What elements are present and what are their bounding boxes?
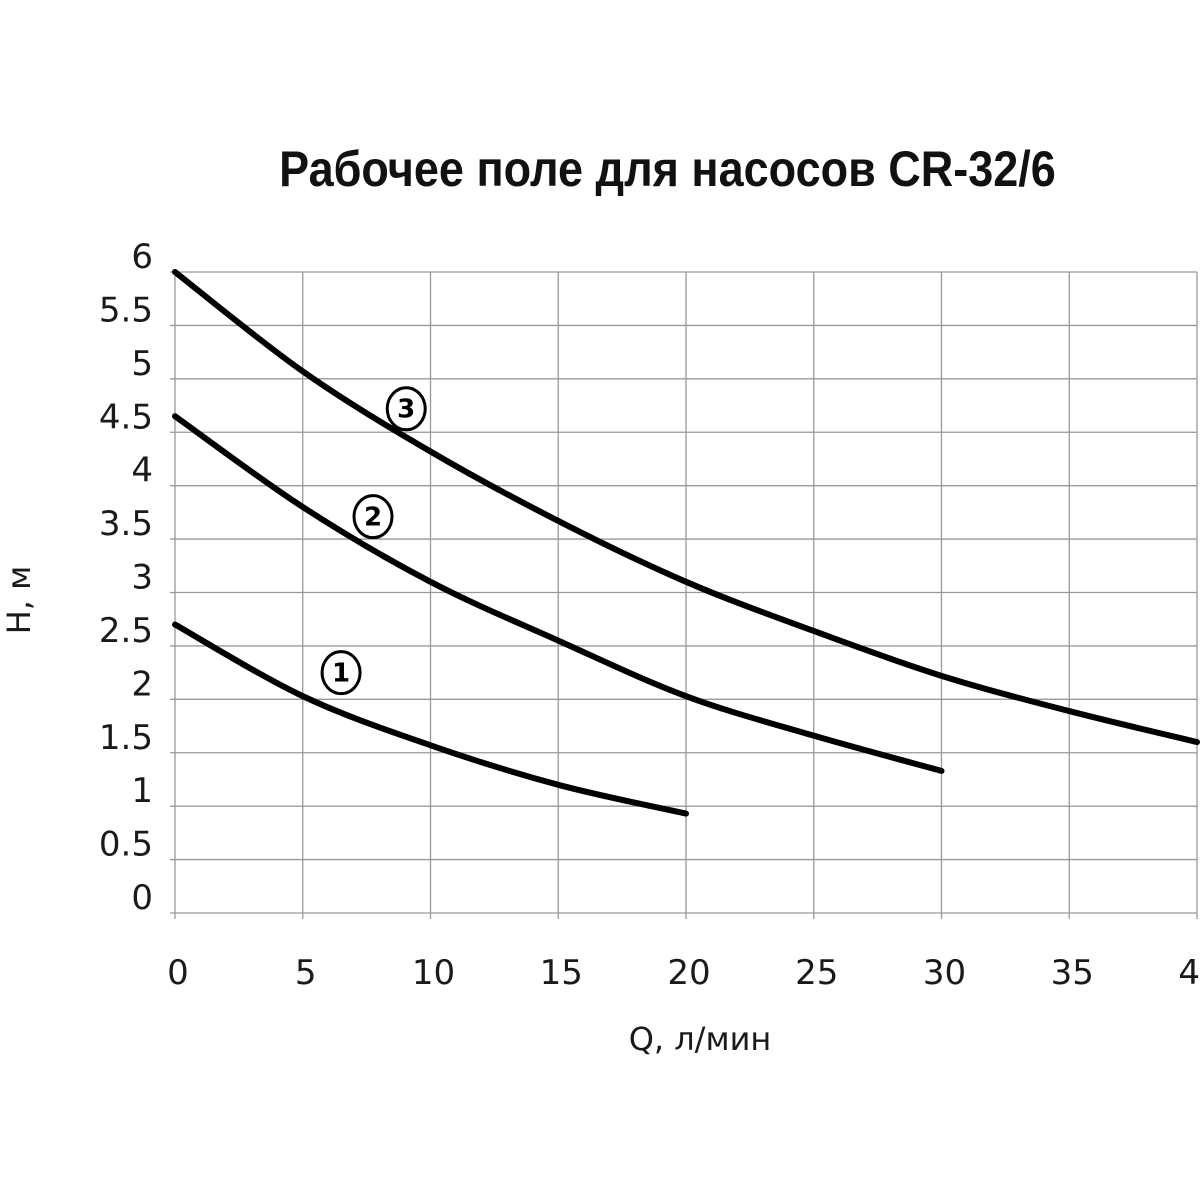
x-tick-label: 35 — [1051, 953, 1094, 993]
series-labels: 1 2 3 — [320, 386, 427, 696]
y-tick-label: 0 — [131, 878, 153, 918]
y-tick-label: 3.5 — [99, 504, 153, 544]
x-tick-label: 15 — [540, 953, 583, 993]
x-tick-label: 20 — [667, 953, 710, 993]
chart-title: Рабочее поле для насосов CR-32/6 — [279, 141, 1056, 197]
y-tick-label: 1.5 — [99, 718, 153, 758]
series-label-circle — [320, 650, 362, 696]
x-tick-label: 0 — [167, 953, 189, 993]
series-label: 3 — [397, 395, 415, 425]
y-tick-label: 0.5 — [99, 825, 153, 865]
x-tick-label: 10 — [412, 953, 455, 993]
y-tick-label: 2.5 — [99, 611, 153, 651]
y-tick-label: 3 — [131, 558, 153, 598]
series-label-circle — [352, 494, 394, 540]
y-tick-label: 4.5 — [99, 397, 153, 437]
y-ticks: 0 0.5 1 1.5 2 2.5 3 3.5 4 4.5 5 5.5 6 — [99, 237, 153, 918]
y-tick-label: 2 — [131, 664, 153, 704]
x-tick-label: 5 — [295, 953, 317, 993]
x-tick-label: 25 — [795, 953, 838, 993]
y-tick-label: 4 — [131, 451, 153, 491]
y-tick-label: 5.5 — [99, 290, 153, 330]
y-tick-label: 6 — [131, 237, 153, 277]
y-tick-label: 5 — [131, 344, 153, 384]
x-ticks: 0 5 10 15 20 25 30 35 40 — [167, 953, 1200, 993]
y-tick-label: 1 — [131, 771, 153, 811]
series-label-circle — [385, 386, 427, 432]
series-label: 2 — [364, 503, 382, 533]
series-line-2 — [172, 413, 945, 774]
y-axis-label: H, м — [0, 566, 38, 635]
x-tick-label: 30 — [923, 953, 966, 993]
x-tick-label: 40 — [1178, 953, 1200, 993]
series-label: 1 — [332, 659, 350, 689]
x-axis-label: Q, л/мин — [629, 1020, 772, 1058]
grid — [170, 271, 1198, 919]
series-lines — [172, 269, 1200, 817]
series-line-1 — [172, 621, 689, 817]
series-line-3 — [172, 269, 1200, 746]
